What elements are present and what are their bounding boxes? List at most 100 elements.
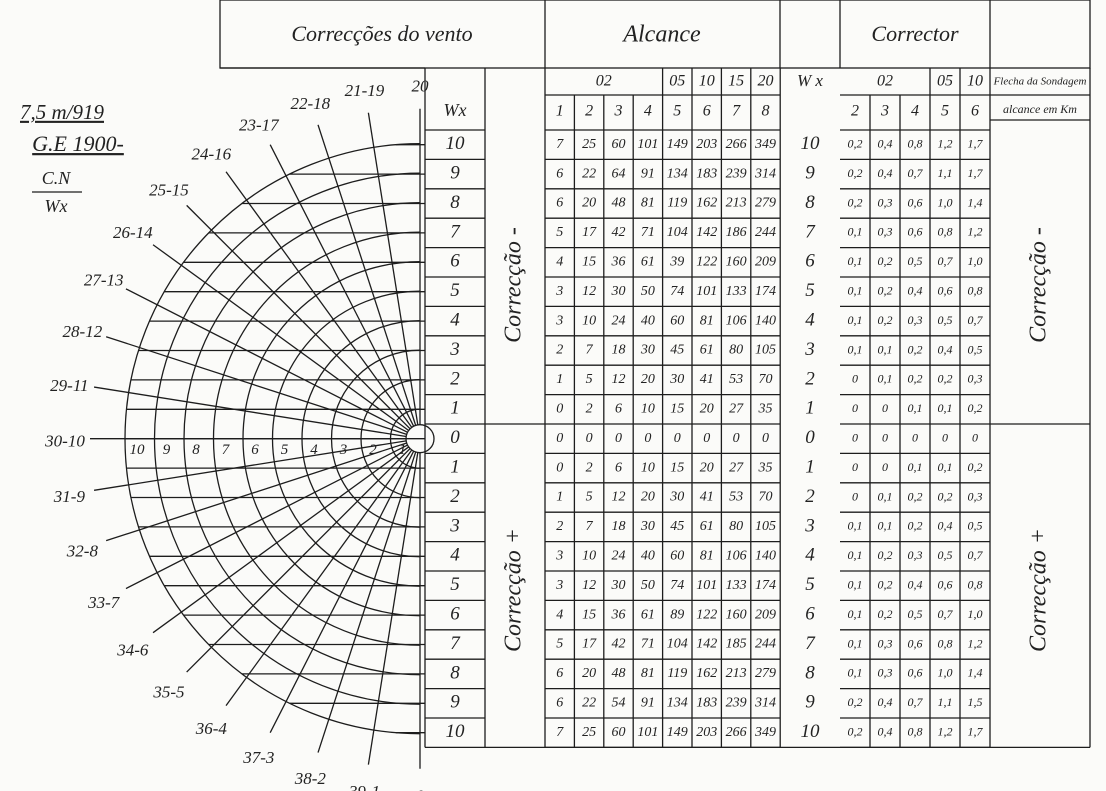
- range-cell: 27: [729, 402, 744, 417]
- range-group: 02: [596, 73, 612, 90]
- range-cell: 6: [556, 696, 563, 711]
- range-cell: 133: [726, 284, 747, 299]
- direction-label: 22-18: [290, 94, 330, 113]
- range-cell: 203: [696, 137, 717, 152]
- wx-cell: 9: [450, 692, 460, 713]
- mid-header: W x: [797, 71, 823, 90]
- range-cell: 20: [582, 666, 596, 681]
- mid-cell: 4: [805, 545, 815, 566]
- range-cell: 60: [670, 549, 684, 564]
- corrector-cell: 1,0: [968, 254, 983, 268]
- range-cell: 106: [726, 549, 747, 564]
- mid-cell: 3: [804, 515, 815, 536]
- direction-label: 24-16: [192, 144, 232, 163]
- range-cell: 74: [670, 578, 684, 593]
- corrector-cell: 0: [942, 430, 948, 444]
- radial: [93, 386, 407, 438]
- side-label: Correcção +: [1026, 528, 1052, 652]
- range-cell: 17: [582, 225, 597, 240]
- range-cell: 279: [755, 196, 776, 211]
- mid-cell: 8: [805, 192, 815, 213]
- range-cell: 42: [612, 225, 626, 240]
- range-column: 5: [673, 103, 681, 120]
- range-cell: 105: [755, 519, 776, 534]
- corrector-cell: 0: [882, 430, 888, 444]
- scale-label: 2: [369, 442, 377, 458]
- range-cell: 12: [612, 372, 626, 387]
- side-label: Correcção -: [501, 227, 527, 343]
- range-cell: 30: [611, 578, 626, 593]
- range-cell: 105: [755, 343, 776, 358]
- wx-cell: 6: [450, 251, 460, 272]
- corrector-cell: 0,6: [908, 225, 923, 239]
- header-range: Alcance: [621, 22, 701, 48]
- wx-cell: 8: [450, 192, 460, 213]
- corrector-cell: 0,8: [938, 636, 953, 650]
- mid-cell: 9: [805, 162, 815, 183]
- mid-cell: 5: [805, 280, 815, 301]
- scale-label: 8: [192, 442, 200, 458]
- range-cell: 203: [696, 725, 717, 740]
- corrector-cell: 0,4: [878, 166, 893, 180]
- range-cell: 186: [726, 225, 747, 240]
- range-km: alcance em Km: [1003, 102, 1077, 116]
- range-cell: 20: [700, 402, 714, 417]
- range-cell: 140: [755, 549, 776, 564]
- mid-cell: 3: [804, 339, 815, 360]
- corrector-cell: 0,5: [968, 519, 983, 533]
- range-cell: 142: [696, 225, 717, 240]
- range-cell: 174: [755, 578, 776, 593]
- radial: [317, 451, 417, 753]
- range-cell: 101: [637, 725, 658, 740]
- range-cell: 5: [586, 372, 593, 387]
- range-cell: 40: [641, 313, 655, 328]
- corrector-cell: 0,1: [848, 548, 863, 562]
- corrector-cell: 0,1: [848, 283, 863, 297]
- radial: [269, 144, 415, 427]
- mid-cell: 6: [805, 603, 815, 624]
- direction-label: 39-1: [348, 782, 380, 791]
- range-cell: 160: [726, 607, 747, 622]
- range-cell: 5: [586, 490, 593, 505]
- range-cell: 60: [612, 137, 626, 152]
- mid-cell: 2: [805, 368, 815, 389]
- wx-cell: 7: [450, 633, 461, 654]
- corrector-cell: 1,5: [968, 695, 983, 709]
- range-cell: 4: [556, 607, 563, 622]
- range-cell: 244: [755, 225, 776, 240]
- corrector-cell: 0,7: [938, 254, 954, 268]
- mid-cell: 8: [805, 662, 815, 683]
- range-column: 1: [556, 103, 564, 120]
- range-cell: 41: [700, 372, 714, 387]
- range-cell: 30: [669, 372, 684, 387]
- corrector-cell: 1,1: [938, 166, 953, 180]
- corrector-cell: 0,3: [968, 372, 983, 386]
- range-cell: 48: [612, 666, 626, 681]
- radial: [152, 244, 410, 431]
- direction-label: 38-2: [294, 769, 327, 788]
- direction-label: 28-12: [63, 322, 103, 341]
- range-cell: 0: [556, 431, 563, 446]
- range-cell: 20: [582, 196, 596, 211]
- range-cell: 35: [758, 460, 773, 475]
- range-cell: 53: [729, 490, 743, 505]
- corrector-cell: 0,6: [908, 195, 923, 209]
- range-cell: 18: [612, 343, 626, 358]
- corrector-column: 6: [971, 103, 979, 120]
- range-cell: 7: [586, 343, 594, 358]
- range-cell: 6: [556, 666, 563, 681]
- corrector-cell: 0,1: [908, 401, 923, 415]
- range-cell: 12: [612, 490, 626, 505]
- range-cell: 5: [556, 637, 563, 652]
- direction-label: 20: [412, 77, 430, 96]
- corrector-cell: 0,3: [878, 225, 893, 239]
- corrector-cell: 0,4: [878, 695, 893, 709]
- direction-label: 23-17: [239, 115, 280, 134]
- mid-cell: 1: [805, 398, 815, 419]
- range-cell: 30: [669, 490, 684, 505]
- corrector-cell: 0,7: [968, 313, 984, 327]
- wx-header: Wx: [444, 100, 467, 120]
- corrector-cell: 0,2: [848, 195, 863, 209]
- range-group: 10: [699, 73, 715, 90]
